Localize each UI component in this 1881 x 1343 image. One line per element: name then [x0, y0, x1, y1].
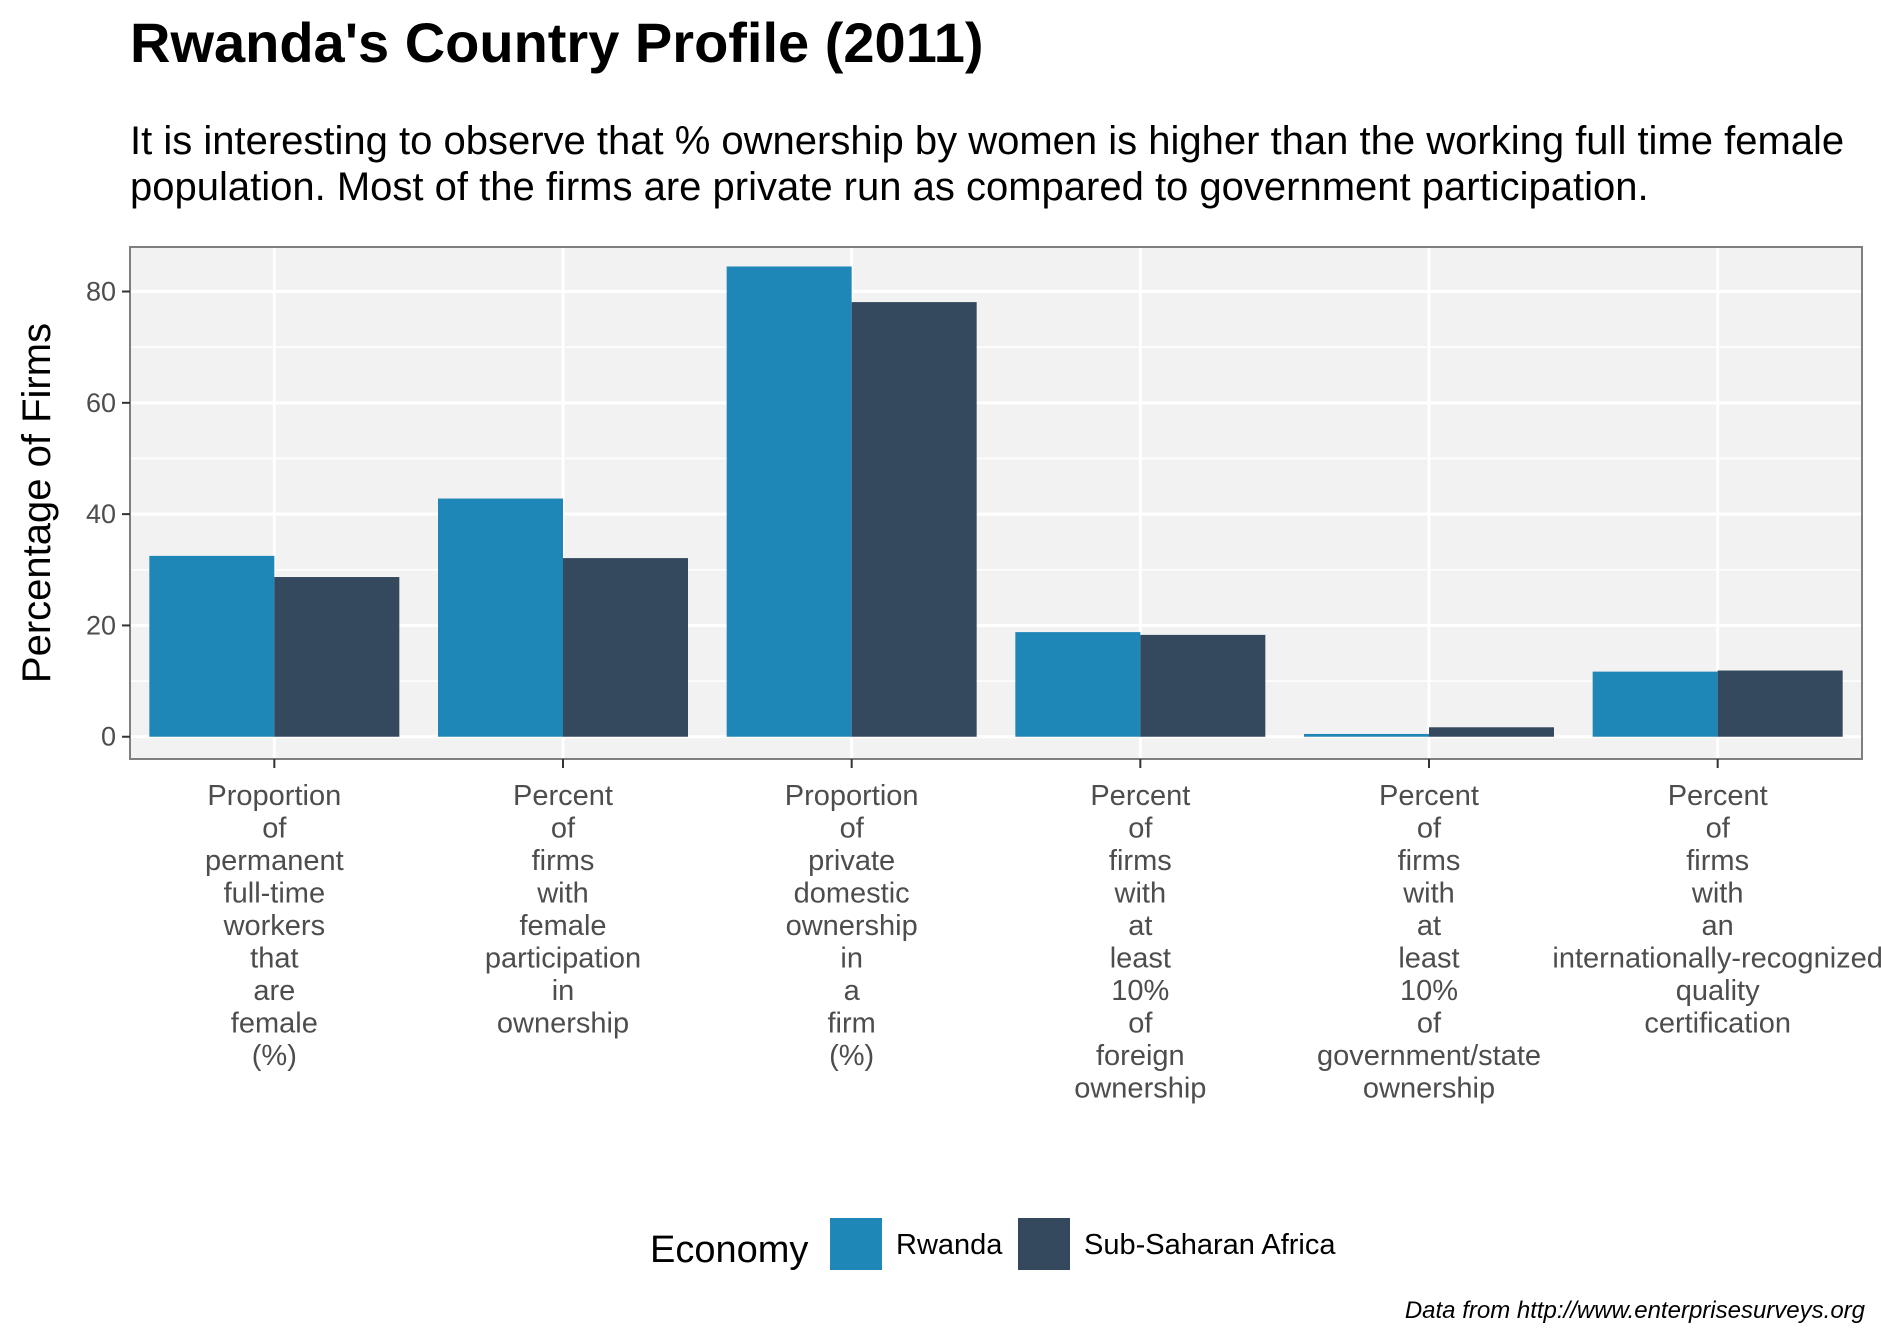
bar-rwanda — [438, 498, 563, 737]
plot-border — [129, 246, 1863, 760]
legend-label: Sub-Saharan Africa — [1084, 1229, 1336, 1261]
axes: 0 20 40 60 80 Proportion of permanent full-time w… — [86, 277, 1881, 1105]
plot-panel — [130, 247, 1862, 759]
bar-rwanda — [1015, 632, 1141, 737]
y-tick-label: 60 — [86, 388, 116, 418]
y-tick-label: 20 — [86, 610, 116, 640]
legend-title: Economy — [650, 1229, 808, 1271]
bar-sub-saharan-africa — [1140, 634, 1266, 737]
x-tick-label: Proportion of private domestic ownership in a f… — [785, 780, 919, 1072]
legend: Economy Rwanda Sub-Saharan Africa — [650, 1218, 1336, 1271]
legend-key — [830, 1218, 882, 1270]
bar-rwanda — [1304, 733, 1429, 737]
legend-label: Rwanda — [896, 1229, 1003, 1261]
bar-sub-saharan-africa — [851, 302, 977, 737]
bar-sub-saharan-africa — [1429, 727, 1554, 737]
y-axis-label: Percentage of Firms — [15, 323, 59, 683]
x-tick-label: Percent of firms with at least 10% of foreign own… — [1074, 780, 1206, 1105]
bar-rwanda — [1592, 671, 1718, 737]
bars — [149, 266, 1843, 737]
data-source-caption: Data from http://www.enterprisesurveys.o… — [1404, 1297, 1865, 1324]
bar-sub-saharan-africa — [1717, 670, 1843, 737]
x-tick-label: Percent of firms with female participation in o… — [485, 780, 641, 1040]
y-tick-label: 0 — [101, 722, 116, 752]
y-tick-label: 80 — [86, 277, 116, 307]
chart-title: Rwanda's Country Profile (2011) — [130, 11, 984, 74]
x-tick-label: Percent of firms with an internationally-reco… — [1552, 780, 1881, 1040]
bar-rwanda — [149, 555, 275, 737]
y-tick-label: 40 — [86, 499, 116, 529]
chart-subtitle: It is interesting to observe that % owne… — [130, 119, 1845, 209]
x-tick-label: Proportion of permanent full-time workers tha… — [205, 780, 344, 1072]
bar-sub-saharan-africa — [274, 577, 400, 737]
x-tick-label: Percent of firms with at least 10% of government… — [1317, 780, 1541, 1105]
bar-rwanda — [726, 266, 852, 737]
legend-key — [1018, 1218, 1070, 1270]
bar-sub-saharan-africa — [563, 558, 688, 737]
